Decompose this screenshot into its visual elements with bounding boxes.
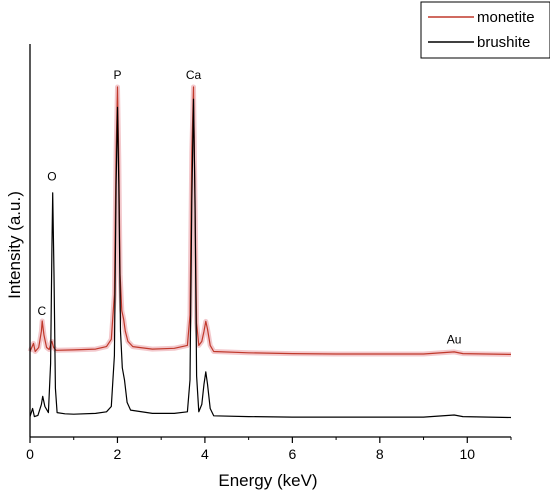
series-line-brushite: [29, 98, 512, 419]
x-tick-label: 6: [288, 446, 296, 462]
peak-label-c: C: [37, 304, 46, 318]
x-tick-label: 0: [26, 446, 34, 462]
legend: monetite brushite: [420, 1, 550, 59]
legend-label-monetite: monetite: [477, 9, 535, 26]
monetite-band-layer: [27, 84, 512, 357]
peak-label-o: O: [47, 170, 56, 184]
peak-annotation-layer: C O P Ca Au: [37, 68, 461, 347]
x-axis-title: Energy (keV): [218, 471, 317, 490]
x-tick-label: 10: [459, 446, 475, 462]
x-tick-label: 8: [376, 446, 384, 462]
series-line-monetite: [29, 86, 512, 355]
peak-label-ca: Ca: [186, 68, 202, 82]
peak-label-au: Au: [447, 332, 462, 346]
legend-label-brushite: brushite: [477, 34, 530, 51]
legend-box: [420, 1, 550, 59]
x-tick-layer: 0 2 4 6 8 10: [26, 437, 512, 462]
y-axis-title: Intensity (a.u.): [5, 191, 24, 299]
series-band-monetite: [27, 84, 512, 357]
x-tick-label: 4: [201, 446, 209, 462]
x-tick-label: 2: [114, 446, 122, 462]
peak-label-p: P: [113, 68, 121, 82]
series-layer: [29, 86, 512, 419]
